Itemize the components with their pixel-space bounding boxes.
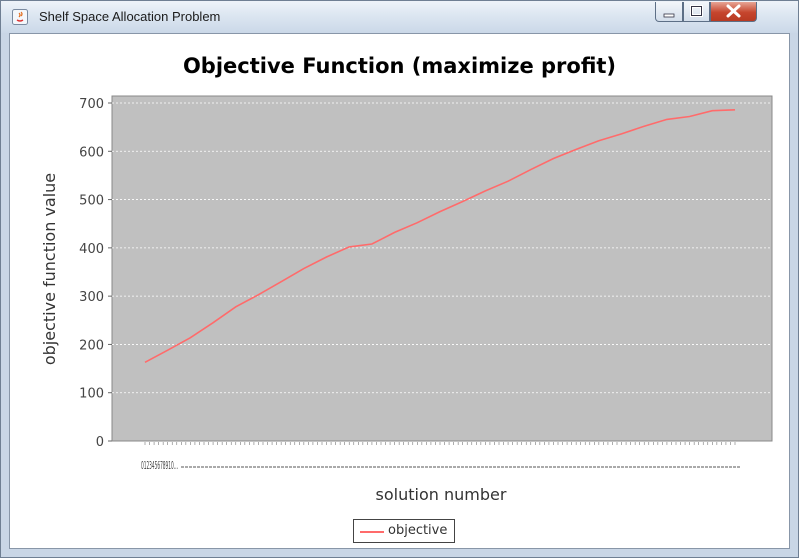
x-axis-ticks: 012345678910… (141, 442, 741, 472)
maximize-button[interactable] (683, 2, 710, 22)
minimize-button[interactable] (655, 2, 683, 22)
minimize-icon (663, 13, 675, 18)
y-tick-label: 0 (96, 435, 104, 450)
y-tick-label: 600 (79, 145, 104, 160)
legend-label-objective: objective (388, 523, 448, 538)
x-tick-labels-overlapping: 012345678910… (141, 459, 178, 472)
y-tick-label: 500 (79, 194, 104, 209)
y-axis-label: objective function value (40, 173, 59, 365)
y-tick-label: 100 (79, 387, 104, 402)
title-bar[interactable]: Shelf Space Allocation Problem (1, 1, 798, 33)
chart-title: Objective Function (maximize profit) (182, 54, 617, 78)
y-tick-label: 700 (79, 97, 104, 112)
y-tick-label: 200 (79, 338, 104, 353)
plot-area (111, 95, 773, 442)
close-button[interactable] (710, 2, 757, 22)
legend-swatch-objective (360, 531, 384, 533)
x-axis-label: solution number (376, 485, 507, 504)
window-title: Shelf Space Allocation Problem (39, 9, 221, 24)
maximize-icon (690, 5, 703, 17)
y-axis-ticks: 0 100 200 300 400 500 600 700 (79, 97, 112, 450)
series-line-objective (144, 109, 736, 364)
y-tick-label: 400 (79, 242, 104, 257)
java-icon (12, 9, 28, 25)
y-tick-label: 300 (79, 290, 104, 305)
close-icon (726, 4, 741, 18)
grid-lines (112, 102, 772, 394)
legend: objective (353, 519, 455, 543)
